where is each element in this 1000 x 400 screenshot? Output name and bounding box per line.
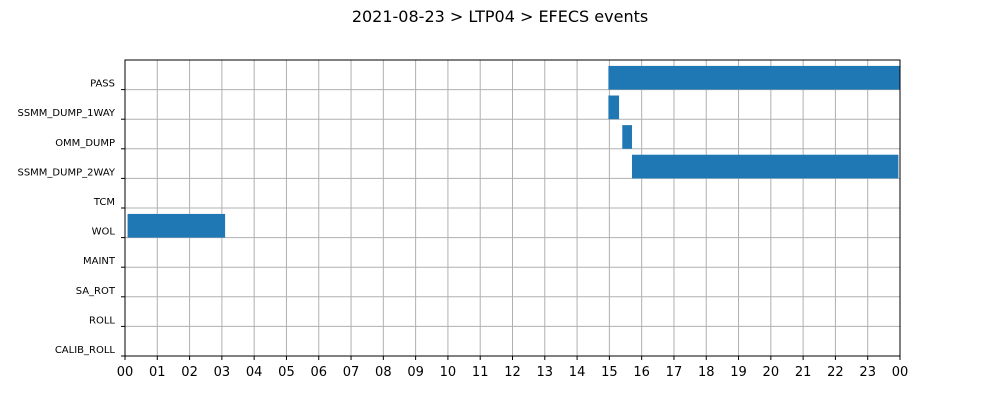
x-tick-label: 12 [504,365,521,380]
x-tick-label: 17 [666,365,683,380]
event-bar [127,213,226,238]
x-axis: 00 01 02 03 04 05 06 07 08 09 10 11 12 13 14 15 16 17 18 19… [117,356,909,380]
y-axis: PASS SSMM_DUMP_1WAY OMM_DUMP SSMM_DUMP_2WAY… [17,79,125,357]
x-tick-label: 00 [117,365,134,380]
x-tick-label: 15 [601,365,618,380]
x-tick-label: 03 [214,365,231,380]
event-bar [608,95,620,120]
y-tick-label: SSMM_DUMP_1WAY [17,108,115,119]
event-bar [608,65,900,90]
x-tick-label: 16 [633,365,650,380]
y-tick-label: SSMM_DUMP_2WAY [17,167,115,178]
x-tick-label: 21 [795,365,812,380]
x-tick-label: 02 [181,365,198,380]
x-tick-label: 08 [375,365,392,380]
x-tick-label: 09 [407,365,424,380]
y-tick-label: OMM_DUMP [55,138,115,149]
x-tick-label: 07 [343,365,360,380]
event-bar [631,154,899,179]
bars [127,65,900,238]
x-tick-label: 19 [730,365,747,380]
y-tick-label: ROLL [89,315,115,326]
event-bar [622,125,632,149]
x-tick-label: 18 [698,365,715,380]
y-tick-label: PASS [90,79,115,90]
grid [124,60,901,357]
x-tick-label: 01 [149,365,166,380]
chart-title: 2021-08-23 > LTP04 > EFECS events [352,7,648,26]
y-tick-label: WOL [92,227,116,238]
x-tick-label: 05 [278,365,295,380]
y-tick-label: MAINT [83,256,116,267]
x-tick-label: 13 [537,365,554,380]
x-tick-label: 22 [827,365,844,380]
y-tick-label: SA_ROT [76,286,116,297]
x-tick-label: 14 [569,365,586,380]
x-tick-label: 04 [246,365,263,380]
x-tick-label: 23 [859,365,876,380]
y-tick-label: CALIB_ROLL [55,345,116,356]
y-tick-label: TCM [93,197,115,208]
x-tick-label: 10 [440,365,457,380]
x-tick-label: 06 [310,365,327,380]
x-tick-label: 00 [892,365,909,380]
x-tick-label: 20 [763,365,780,380]
x-tick-label: 11 [472,365,489,380]
